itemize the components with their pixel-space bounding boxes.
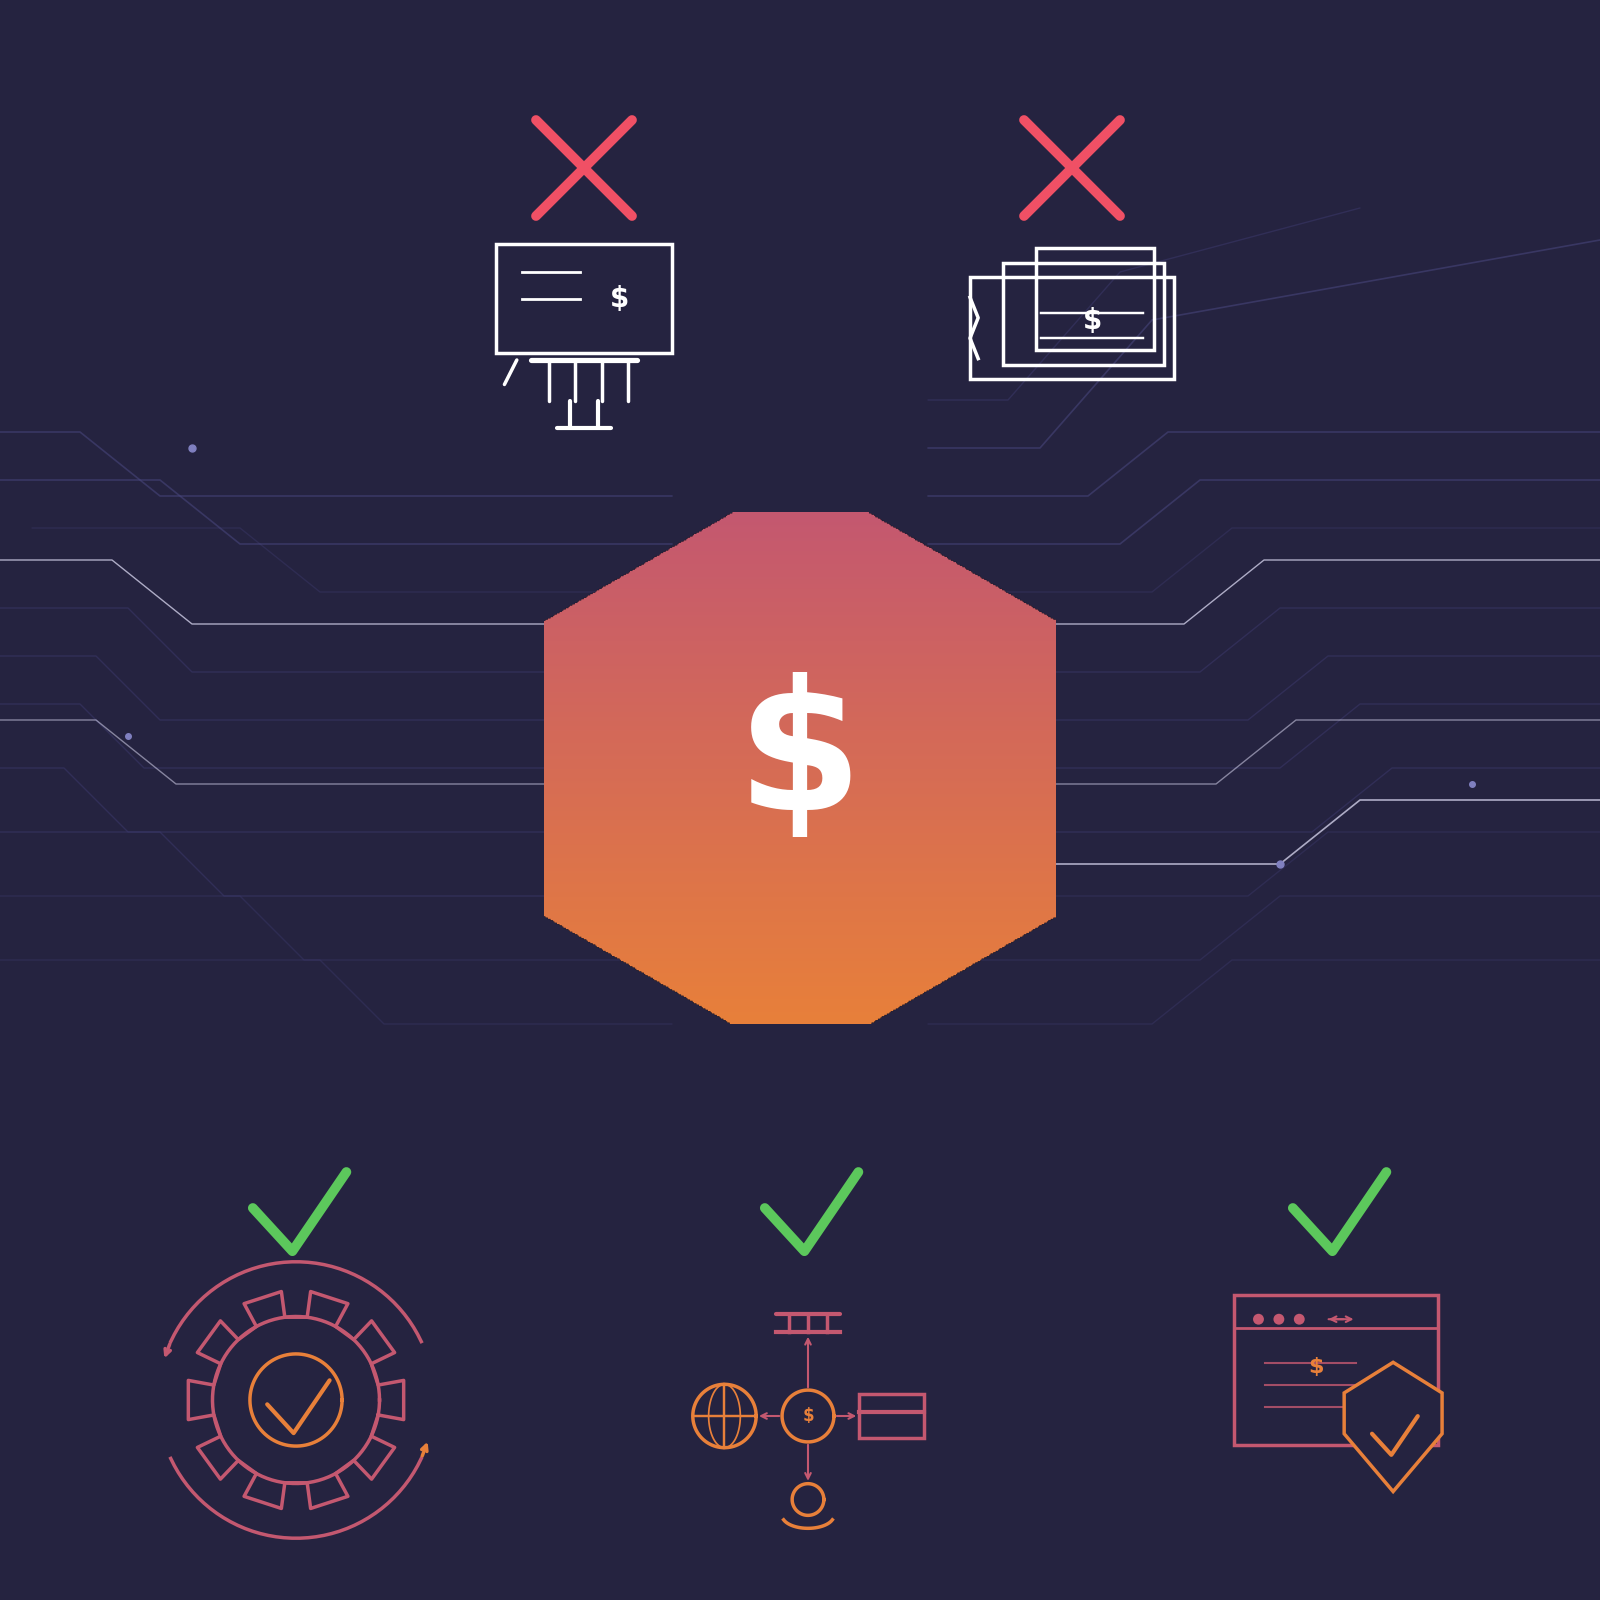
Circle shape: [1274, 1314, 1285, 1325]
Circle shape: [1253, 1314, 1264, 1325]
Polygon shape: [1344, 1362, 1442, 1491]
Text: $: $: [802, 1406, 814, 1426]
Text: $: $: [738, 672, 862, 848]
Text: $: $: [1307, 1357, 1323, 1378]
Circle shape: [1294, 1314, 1304, 1325]
Text: $: $: [1083, 307, 1102, 336]
Text: $: $: [610, 285, 629, 314]
